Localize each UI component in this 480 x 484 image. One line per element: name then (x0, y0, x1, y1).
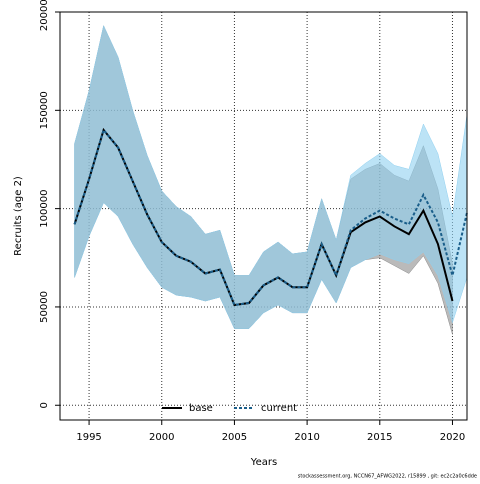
y-tick-label: 0 (39, 402, 50, 408)
y-tick-label: 100000 (39, 190, 50, 228)
x-tick-label: 2005 (222, 432, 247, 443)
y-tick-label: 200000 (39, 0, 50, 31)
y-axis-label: Recruits (age 2) (13, 176, 24, 256)
x-axis-label: Years (250, 457, 277, 468)
legend-label: current (261, 403, 297, 414)
y-tick-label: 150000 (39, 91, 50, 129)
legend-label: base (189, 403, 213, 414)
x-tick-label: 1995 (76, 432, 101, 443)
x-tick-label: 2015 (367, 432, 392, 443)
x-tick-label: 2020 (440, 432, 465, 443)
line (73, 127, 468, 307)
footnote: stockassessment.org, NCCN67_AFWG2022, r1… (298, 474, 477, 480)
plot-frame (59, 11, 468, 421)
x-tick-label: 2010 (294, 432, 319, 443)
y-tick-label: 50000 (39, 291, 50, 323)
x-tick-label: 2000 (149, 432, 174, 443)
confidence-band (74, 24, 468, 329)
